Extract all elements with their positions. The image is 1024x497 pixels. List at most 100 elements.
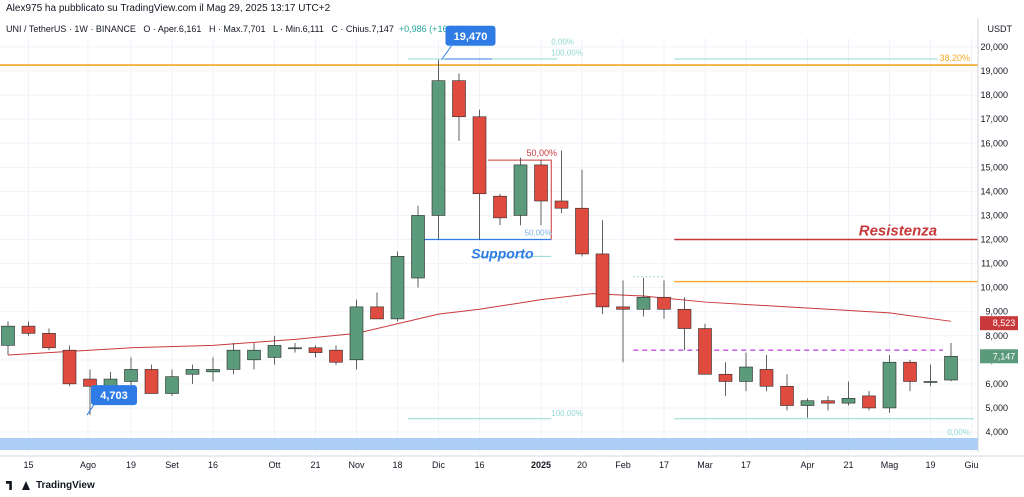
ohlc-legend: UNI / TetherUS · 1W · BINANCE O · Aper.6… — [6, 24, 471, 34]
close-value: C · Chius.7,147 — [331, 24, 394, 34]
candle — [698, 323, 712, 375]
candle-body-up — [390, 256, 405, 320]
candle — [595, 220, 610, 315]
y-tick-label: 9,000 — [985, 307, 1008, 317]
candle-body-down — [616, 306, 630, 310]
candle — [349, 299, 364, 370]
candle — [42, 328, 56, 351]
candle-body-down — [677, 308, 692, 329]
candle-body-down — [595, 253, 610, 308]
candle — [329, 345, 343, 365]
y-tick-label: 8,000 — [985, 331, 1008, 341]
candle — [308, 345, 323, 358]
candle — [370, 292, 384, 320]
fib-100-bottom-label: 100,00% — [551, 409, 583, 418]
candle — [452, 73, 466, 141]
candle — [739, 352, 753, 392]
y-tick-label: 5,000 — [985, 403, 1008, 413]
x-tick-label: 20 — [577, 460, 587, 470]
current-price-tag — [980, 349, 1018, 364]
y-tick-label: 12,000 — [980, 235, 1008, 245]
fib-0-top-label: 0,00% — [551, 38, 574, 47]
x-tick-label: 18 — [392, 460, 402, 470]
fib-100-zone — [0, 438, 978, 451]
candle — [759, 355, 774, 392]
candle — [657, 280, 671, 319]
y-tick-label: 13,000 — [980, 210, 1008, 220]
fibonacci-drawing — [407, 58, 974, 420]
y-tick-label: 20,000 — [980, 42, 1008, 52]
candle — [62, 345, 77, 387]
candle-body-up — [185, 369, 200, 375]
candle — [226, 342, 241, 375]
publisher-text: Alex975 ha pubblicato su TradingView.com… — [6, 3, 331, 14]
candle — [1, 321, 15, 355]
candle-body-up — [226, 349, 241, 370]
candle — [841, 381, 856, 406]
low-callout-label: 4,703 — [100, 390, 128, 402]
x-tick-label: Ago — [80, 460, 96, 470]
x-tick-label: 17 — [659, 460, 669, 470]
y-tick-label: 17,000 — [980, 114, 1008, 124]
x-tick-label: Mag — [881, 460, 899, 470]
x-tick-label: 16 — [474, 460, 484, 470]
candle-body-up — [411, 215, 425, 279]
candle — [800, 398, 815, 418]
candle — [206, 357, 220, 382]
x-tick-label: 19 — [925, 460, 935, 470]
fib-50-label: 50,00% — [527, 148, 558, 158]
candle — [534, 160, 548, 226]
candle-body-up — [882, 361, 897, 409]
x-tick-label: Giu — [964, 460, 978, 470]
candle-body-up — [124, 369, 138, 382]
candle — [780, 374, 794, 411]
y-tick-label: 16,000 — [980, 138, 1008, 148]
candle-body-up — [923, 381, 938, 383]
fib-50-blue-label: 50,00% — [525, 229, 552, 238]
candle — [267, 335, 282, 365]
candle-body-down — [308, 347, 323, 353]
candle-body-up — [349, 306, 364, 361]
y-tick-label: 10,000 — [980, 283, 1008, 293]
brand-label: TradingView — [36, 480, 95, 491]
y-tick-label: 11,000 — [981, 259, 1008, 269]
candle-body-up — [636, 296, 651, 310]
y-tick-label: 14,000 — [980, 186, 1008, 196]
ma-line — [7, 293, 952, 356]
x-tick-label: Set — [165, 460, 179, 470]
candle — [718, 362, 733, 396]
candle — [390, 251, 405, 322]
y-tick-label: 6,000 — [985, 379, 1008, 389]
fib-50-bracket — [487, 159, 552, 240]
x-tick-label: Ott — [268, 460, 281, 470]
symbol-label[interactable]: UNI / TetherUS · 1W · BINANCE — [6, 24, 136, 34]
fib-0-bottom-label: 0,00% — [947, 428, 970, 437]
open-value: O · Aper.6,161 — [143, 24, 202, 34]
candle-body-up — [944, 355, 958, 381]
support-label: Supporto — [471, 246, 534, 262]
candle-body-down — [62, 349, 77, 385]
candle-body-down — [698, 328, 712, 375]
candle-body-up — [206, 369, 220, 373]
y-tick-label: 15,000 — [980, 162, 1008, 172]
y-tick-label: 4,000 — [985, 427, 1008, 437]
x-tick-label: 15 — [23, 460, 33, 470]
candle-body-up — [841, 398, 856, 404]
candle — [513, 157, 528, 226]
candles — [1, 59, 958, 418]
candle — [411, 205, 425, 288]
candle-body-down — [144, 369, 159, 394]
candle — [575, 169, 589, 257]
price-axis: USDT4,0005,0006,0007,0008,0009,00010,000… — [977, 18, 1018, 452]
candle-body-down — [493, 195, 507, 219]
candle — [83, 369, 97, 416]
candle-body-down — [329, 349, 343, 363]
candle — [903, 359, 917, 392]
x-tick-label: Dic — [432, 460, 445, 470]
candle-body-down — [657, 296, 671, 310]
x-tick-label: Nov — [348, 460, 365, 470]
candle — [21, 321, 36, 336]
x-tick-label: Feb — [615, 460, 631, 470]
candle — [247, 342, 261, 370]
